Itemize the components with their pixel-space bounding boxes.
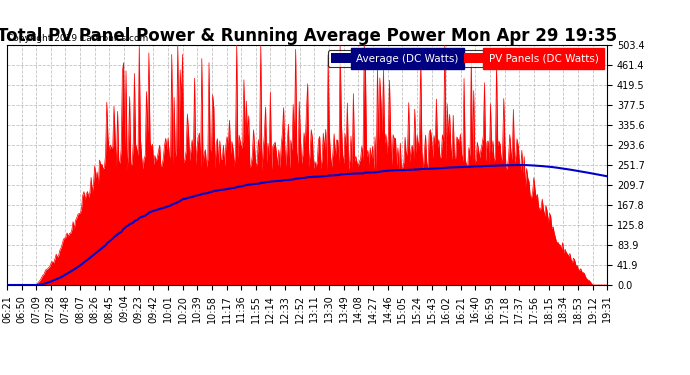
Legend: Average (DC Watts), PV Panels (DC Watts): Average (DC Watts), PV Panels (DC Watts) xyxy=(328,50,602,67)
Title: Total PV Panel Power & Running Average Power Mon Apr 29 19:35: Total PV Panel Power & Running Average P… xyxy=(0,27,617,45)
Text: Copyright 2019 Cartronics.com: Copyright 2019 Cartronics.com xyxy=(7,34,148,43)
